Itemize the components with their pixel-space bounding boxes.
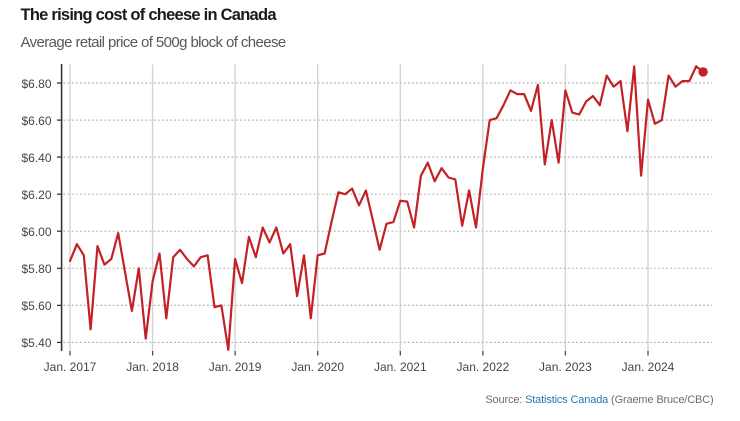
svg-text:Jan. 2019: Jan. 2019: [209, 360, 262, 374]
svg-text:$5.80: $5.80: [21, 262, 51, 276]
svg-text:Jan. 2024: Jan. 2024: [622, 360, 675, 374]
svg-text:$5.60: $5.60: [21, 299, 51, 313]
svg-text:$6.20: $6.20: [21, 188, 51, 202]
svg-text:Jan. 2023: Jan. 2023: [539, 360, 592, 374]
svg-text:$6.40: $6.40: [21, 151, 51, 165]
svg-text:Jan. 2022: Jan. 2022: [457, 360, 510, 374]
svg-text:$6.80: $6.80: [21, 77, 51, 91]
svg-text:The rising cost of cheese in C: The rising cost of cheese in Canada: [21, 6, 278, 24]
svg-text:$6.60: $6.60: [21, 114, 51, 128]
svg-text:Source: Statistics Canada (Gra: Source: Statistics Canada (Graeme Bruce/…: [485, 394, 713, 406]
svg-text:$5.40: $5.40: [21, 336, 51, 350]
svg-text:Jan. 2021: Jan. 2021: [374, 360, 427, 374]
svg-text:Jan. 2018: Jan. 2018: [126, 360, 179, 374]
svg-text:$6.00: $6.00: [21, 225, 51, 239]
svg-text:Jan. 2020: Jan. 2020: [291, 360, 344, 374]
svg-text:Average retail price of 500g b: Average retail price of 500g block of ch…: [21, 34, 286, 51]
svg-text:Jan. 2017: Jan. 2017: [44, 360, 97, 374]
